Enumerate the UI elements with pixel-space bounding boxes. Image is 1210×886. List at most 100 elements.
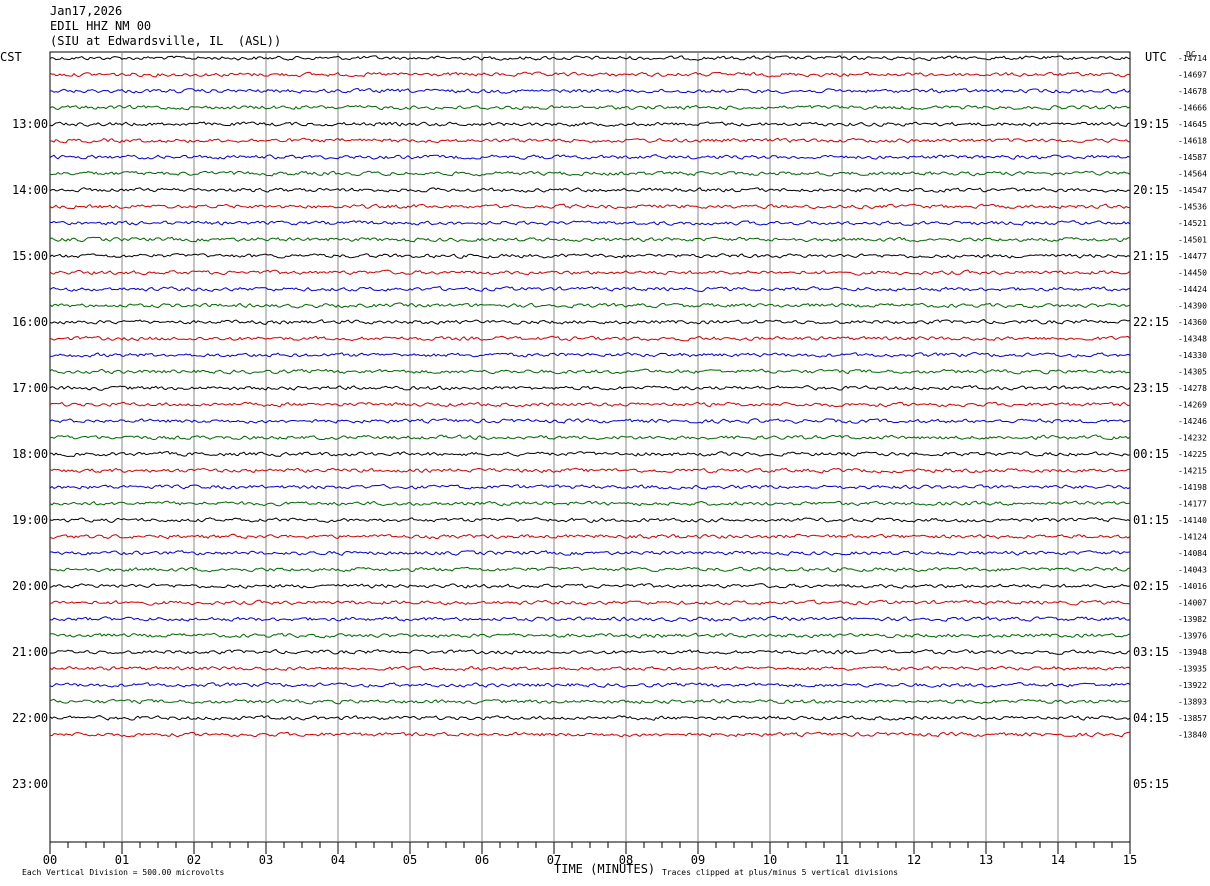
trace-line xyxy=(50,137,1131,144)
hour-label-right: 03:15 xyxy=(1133,645,1169,659)
trace-line xyxy=(49,236,1131,243)
dc-offset-label: -14678 xyxy=(1178,87,1207,96)
dc-offset-label: -14043 xyxy=(1178,566,1207,575)
trace-line xyxy=(49,566,1131,573)
trace-line xyxy=(49,632,1131,639)
dc-offset-label: -14547 xyxy=(1178,186,1207,195)
dc-offset-label: -13948 xyxy=(1178,648,1207,657)
hour-label-right: 00:15 xyxy=(1133,447,1169,461)
dc-offset-label: -14564 xyxy=(1178,170,1207,179)
trace-line xyxy=(49,154,1131,160)
x-tick-label: 04 xyxy=(331,853,345,867)
trace-line xyxy=(49,269,1131,276)
trace-line xyxy=(49,368,1131,375)
trace-line xyxy=(49,385,1131,391)
grid-lines xyxy=(49,51,1131,843)
trace-line xyxy=(49,698,1131,705)
trace-line xyxy=(49,500,1130,507)
hour-label-right: 02:15 xyxy=(1133,579,1169,593)
dc-offset-label: -14215 xyxy=(1178,467,1207,476)
trace-line xyxy=(50,220,1131,226)
dc-offset-label: -14007 xyxy=(1178,599,1207,608)
dc-offset-label: -14645 xyxy=(1178,120,1207,129)
dc-offset-label: -14618 xyxy=(1178,137,1207,146)
dc-offset-label: -13857 xyxy=(1178,714,1207,723)
trace-line xyxy=(49,319,1131,325)
dc-offset-label: -14140 xyxy=(1178,516,1207,525)
trace-line xyxy=(49,467,1131,474)
x-tick-label: 14 xyxy=(1051,853,1065,867)
hour-label-left: 20:00 xyxy=(12,579,48,593)
trace-line xyxy=(49,682,1131,688)
dc-offset-label: -14521 xyxy=(1178,219,1207,228)
x-tick-label: 15 xyxy=(1123,853,1137,867)
dc-offset-label: -14016 xyxy=(1178,582,1207,591)
scale-note: Each Vertical Division = 500.00 microvol… xyxy=(22,868,224,877)
seismic-traces xyxy=(49,55,1131,738)
trace-line xyxy=(49,352,1131,358)
left-timezone-label: CST xyxy=(0,50,22,64)
trace-line xyxy=(49,418,1131,424)
xlabel: TIME (MINUTES) xyxy=(554,862,655,876)
header-location: (SIU at Edwardsville, IL (ASL)) xyxy=(50,34,282,48)
dc-offset-label: -13982 xyxy=(1178,615,1207,624)
hour-label-left: 17:00 xyxy=(12,381,48,395)
hour-label-left: 19:00 xyxy=(12,513,48,527)
x-tick-label: 08 xyxy=(619,853,633,867)
trace-line xyxy=(49,55,1131,62)
axes: 00 01 02 03 04 05 06 07 08 09 10 11 12 13 14 15 13:00 14:… xyxy=(12,54,1207,867)
dc-offset-label: -14232 xyxy=(1178,434,1207,443)
dc-offset-label: -14450 xyxy=(1178,269,1207,278)
right-timezone-label: UTC xyxy=(1145,50,1167,64)
hour-label-left: 18:00 xyxy=(12,447,48,461)
trace-line xyxy=(49,87,1131,94)
trace-line xyxy=(49,517,1131,524)
trace-line xyxy=(49,715,1131,721)
dc-offset-label: -14714 xyxy=(1178,54,1207,63)
trace-line xyxy=(49,203,1131,210)
dc-offset-label: -14124 xyxy=(1178,533,1207,542)
dc-offset-label: -14269 xyxy=(1178,401,1207,410)
trace-line xyxy=(49,731,1131,738)
dc-offset-label: -14536 xyxy=(1178,203,1207,212)
trace-line xyxy=(49,483,1131,490)
trace-line xyxy=(49,302,1131,309)
dc-offset-label: -14477 xyxy=(1178,252,1207,261)
hour-label-right: 21:15 xyxy=(1133,249,1169,263)
hour-label-left: 14:00 xyxy=(12,183,48,197)
dc-offset-label: -14360 xyxy=(1178,318,1207,327)
hour-label-left: 13:00 xyxy=(12,117,48,131)
hour-label-right: 04:15 xyxy=(1133,711,1169,725)
hour-label-right: 20:15 xyxy=(1133,183,1169,197)
trace-line xyxy=(49,434,1131,441)
hour-label-right: 01:15 xyxy=(1133,513,1169,527)
x-tick-label: 02 xyxy=(187,853,201,867)
dc-offset-label: -14587 xyxy=(1178,153,1207,162)
trace-line xyxy=(49,615,1131,623)
x-tick-label: 07 xyxy=(547,853,561,867)
hour-label-left: 23:00 xyxy=(12,777,48,791)
plot-frame xyxy=(49,51,1131,843)
trace-line xyxy=(49,583,1131,589)
x-tick-label: 01 xyxy=(115,853,129,867)
hour-label-left: 15:00 xyxy=(12,249,48,263)
dc-offset-label: -14177 xyxy=(1178,500,1207,509)
x-tick-label: 05 xyxy=(403,853,417,867)
trace-line xyxy=(49,170,1131,177)
dc-offset-label: -13922 xyxy=(1178,681,1207,690)
trace-line xyxy=(49,533,1131,540)
trace-line xyxy=(49,550,1131,556)
dc-offset-label: -13893 xyxy=(1178,698,1207,707)
trace-line xyxy=(49,335,1131,342)
hour-label-right: 05:15 xyxy=(1133,777,1169,791)
trace-line xyxy=(49,450,1131,458)
clip-note: Traces clipped at plus/minus 5 vertical … xyxy=(662,868,898,877)
dc-offset-label: -14084 xyxy=(1178,549,1207,558)
header-date: Jan17,2026 xyxy=(50,4,123,18)
trace-line xyxy=(49,104,1131,111)
dc-offset-label: -14305 xyxy=(1178,368,1207,377)
dc-offset-label: -14246 xyxy=(1178,417,1207,426)
trace-line xyxy=(49,121,1131,127)
x-tick-label: 00 xyxy=(43,853,57,867)
